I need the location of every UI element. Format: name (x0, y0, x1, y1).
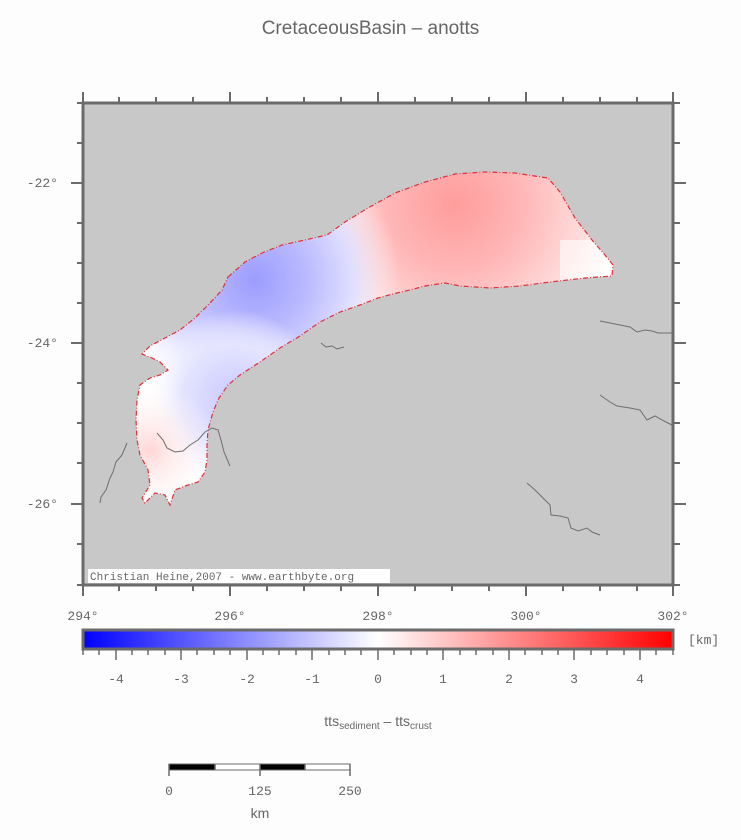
scale-bar (168, 763, 351, 776)
cbar-label-m2: -2 (239, 672, 255, 687)
scale-label-125: 125 (248, 784, 271, 799)
x-label-298: 298° (362, 609, 393, 624)
x-label-300: 300° (510, 609, 541, 624)
credit-text: Christian Heine,2007 - www.earthbyte.org (90, 572, 354, 584)
x-label-294: 294° (67, 609, 98, 624)
map-title: CretaceousBasin – anotts (261, 18, 480, 39)
scale-label-250: 250 (338, 784, 361, 799)
cbar-label-m4: -4 (108, 672, 124, 687)
scale-unit: km (251, 805, 270, 821)
cbar-label-m3: -3 (173, 672, 189, 687)
cbar-label-4: 4 (636, 672, 644, 687)
scale-label-0: 0 (165, 784, 173, 799)
right-axis-ticks (673, 102, 686, 586)
y-label-22: -22° (27, 176, 58, 191)
colorbar (81, 628, 675, 651)
cbar-label-1: 1 (439, 672, 447, 687)
bottom-axis-ticks (82, 585, 674, 596)
y-label-26: -26° (27, 497, 58, 512)
left-axis-ticks (71, 102, 83, 586)
x-label-302: 302° (657, 609, 688, 624)
cbar-label-3: 3 (570, 672, 578, 687)
cbar-unit: [km] (688, 633, 719, 648)
credit-box (88, 569, 390, 583)
x-label-296: 296° (214, 609, 245, 624)
colorbar-ticks (82, 649, 674, 660)
cbar-label-2: 2 (505, 672, 513, 687)
top-axis-ticks (82, 92, 674, 103)
colorbar-title: ttssediment – ttscrust (324, 713, 432, 732)
coastline-segments (99, 320, 673, 536)
cbar-label-0: 0 (374, 672, 382, 687)
y-label-24: -24° (27, 336, 58, 351)
cbar-label-m1: -1 (304, 672, 320, 687)
